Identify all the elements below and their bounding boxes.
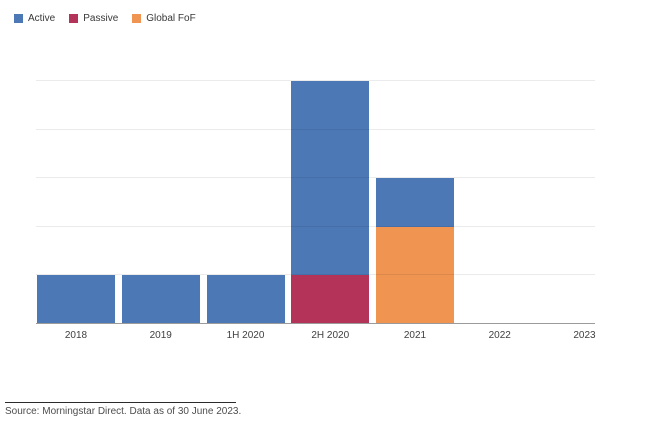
- gridline: [36, 80, 595, 82]
- passive-series-swatch-icon: [69, 14, 79, 23]
- bar-segment-active: [376, 178, 454, 227]
- legend-label-active: Active: [28, 13, 56, 24]
- source-text: Source: Morningstar Direct. Data as of 3…: [5, 406, 242, 417]
- x-axis-label: 2021: [403, 330, 427, 341]
- x-axis-label: 2H 2020: [311, 330, 350, 341]
- legend-item-global-fof: Global FoF: [132, 13, 196, 24]
- global-fof-series-swatch-icon: [132, 14, 142, 23]
- x-axis-label: 1H 2020: [226, 330, 265, 341]
- bar-segment-active: [291, 81, 370, 276]
- gridline: [36, 225, 595, 227]
- legend-label-global-fof: Global FoF: [146, 13, 196, 24]
- gridline: [36, 128, 595, 130]
- bar-segment-passive: [291, 275, 370, 324]
- gridline: [36, 177, 595, 179]
- legend-label-passive: Passive: [83, 13, 119, 24]
- x-axis-label: 2019: [149, 330, 172, 341]
- x-axis-label: 2022: [488, 330, 511, 341]
- chart-legend: Active Passive Global FoF: [14, 13, 196, 24]
- x-axis-label: 2023: [573, 330, 596, 341]
- legend-item-active: Active: [14, 13, 55, 24]
- gridline: [36, 274, 595, 276]
- source-divider: [5, 402, 236, 403]
- bar-segment-active: [37, 275, 115, 324]
- legend-item-passive: Passive: [69, 13, 118, 24]
- bar-segment-global-fof: [376, 226, 454, 324]
- x-axis-label: 2018: [64, 330, 88, 341]
- active-series-swatch-icon: [14, 14, 23, 23]
- bar-segment-active: [121, 275, 200, 324]
- bar-segment-active: [206, 275, 285, 324]
- plot-area: 2018 2019 1H 2020 2H 2020 2021 2022 2023: [36, 62, 636, 341]
- x-axis-line: [36, 323, 595, 324]
